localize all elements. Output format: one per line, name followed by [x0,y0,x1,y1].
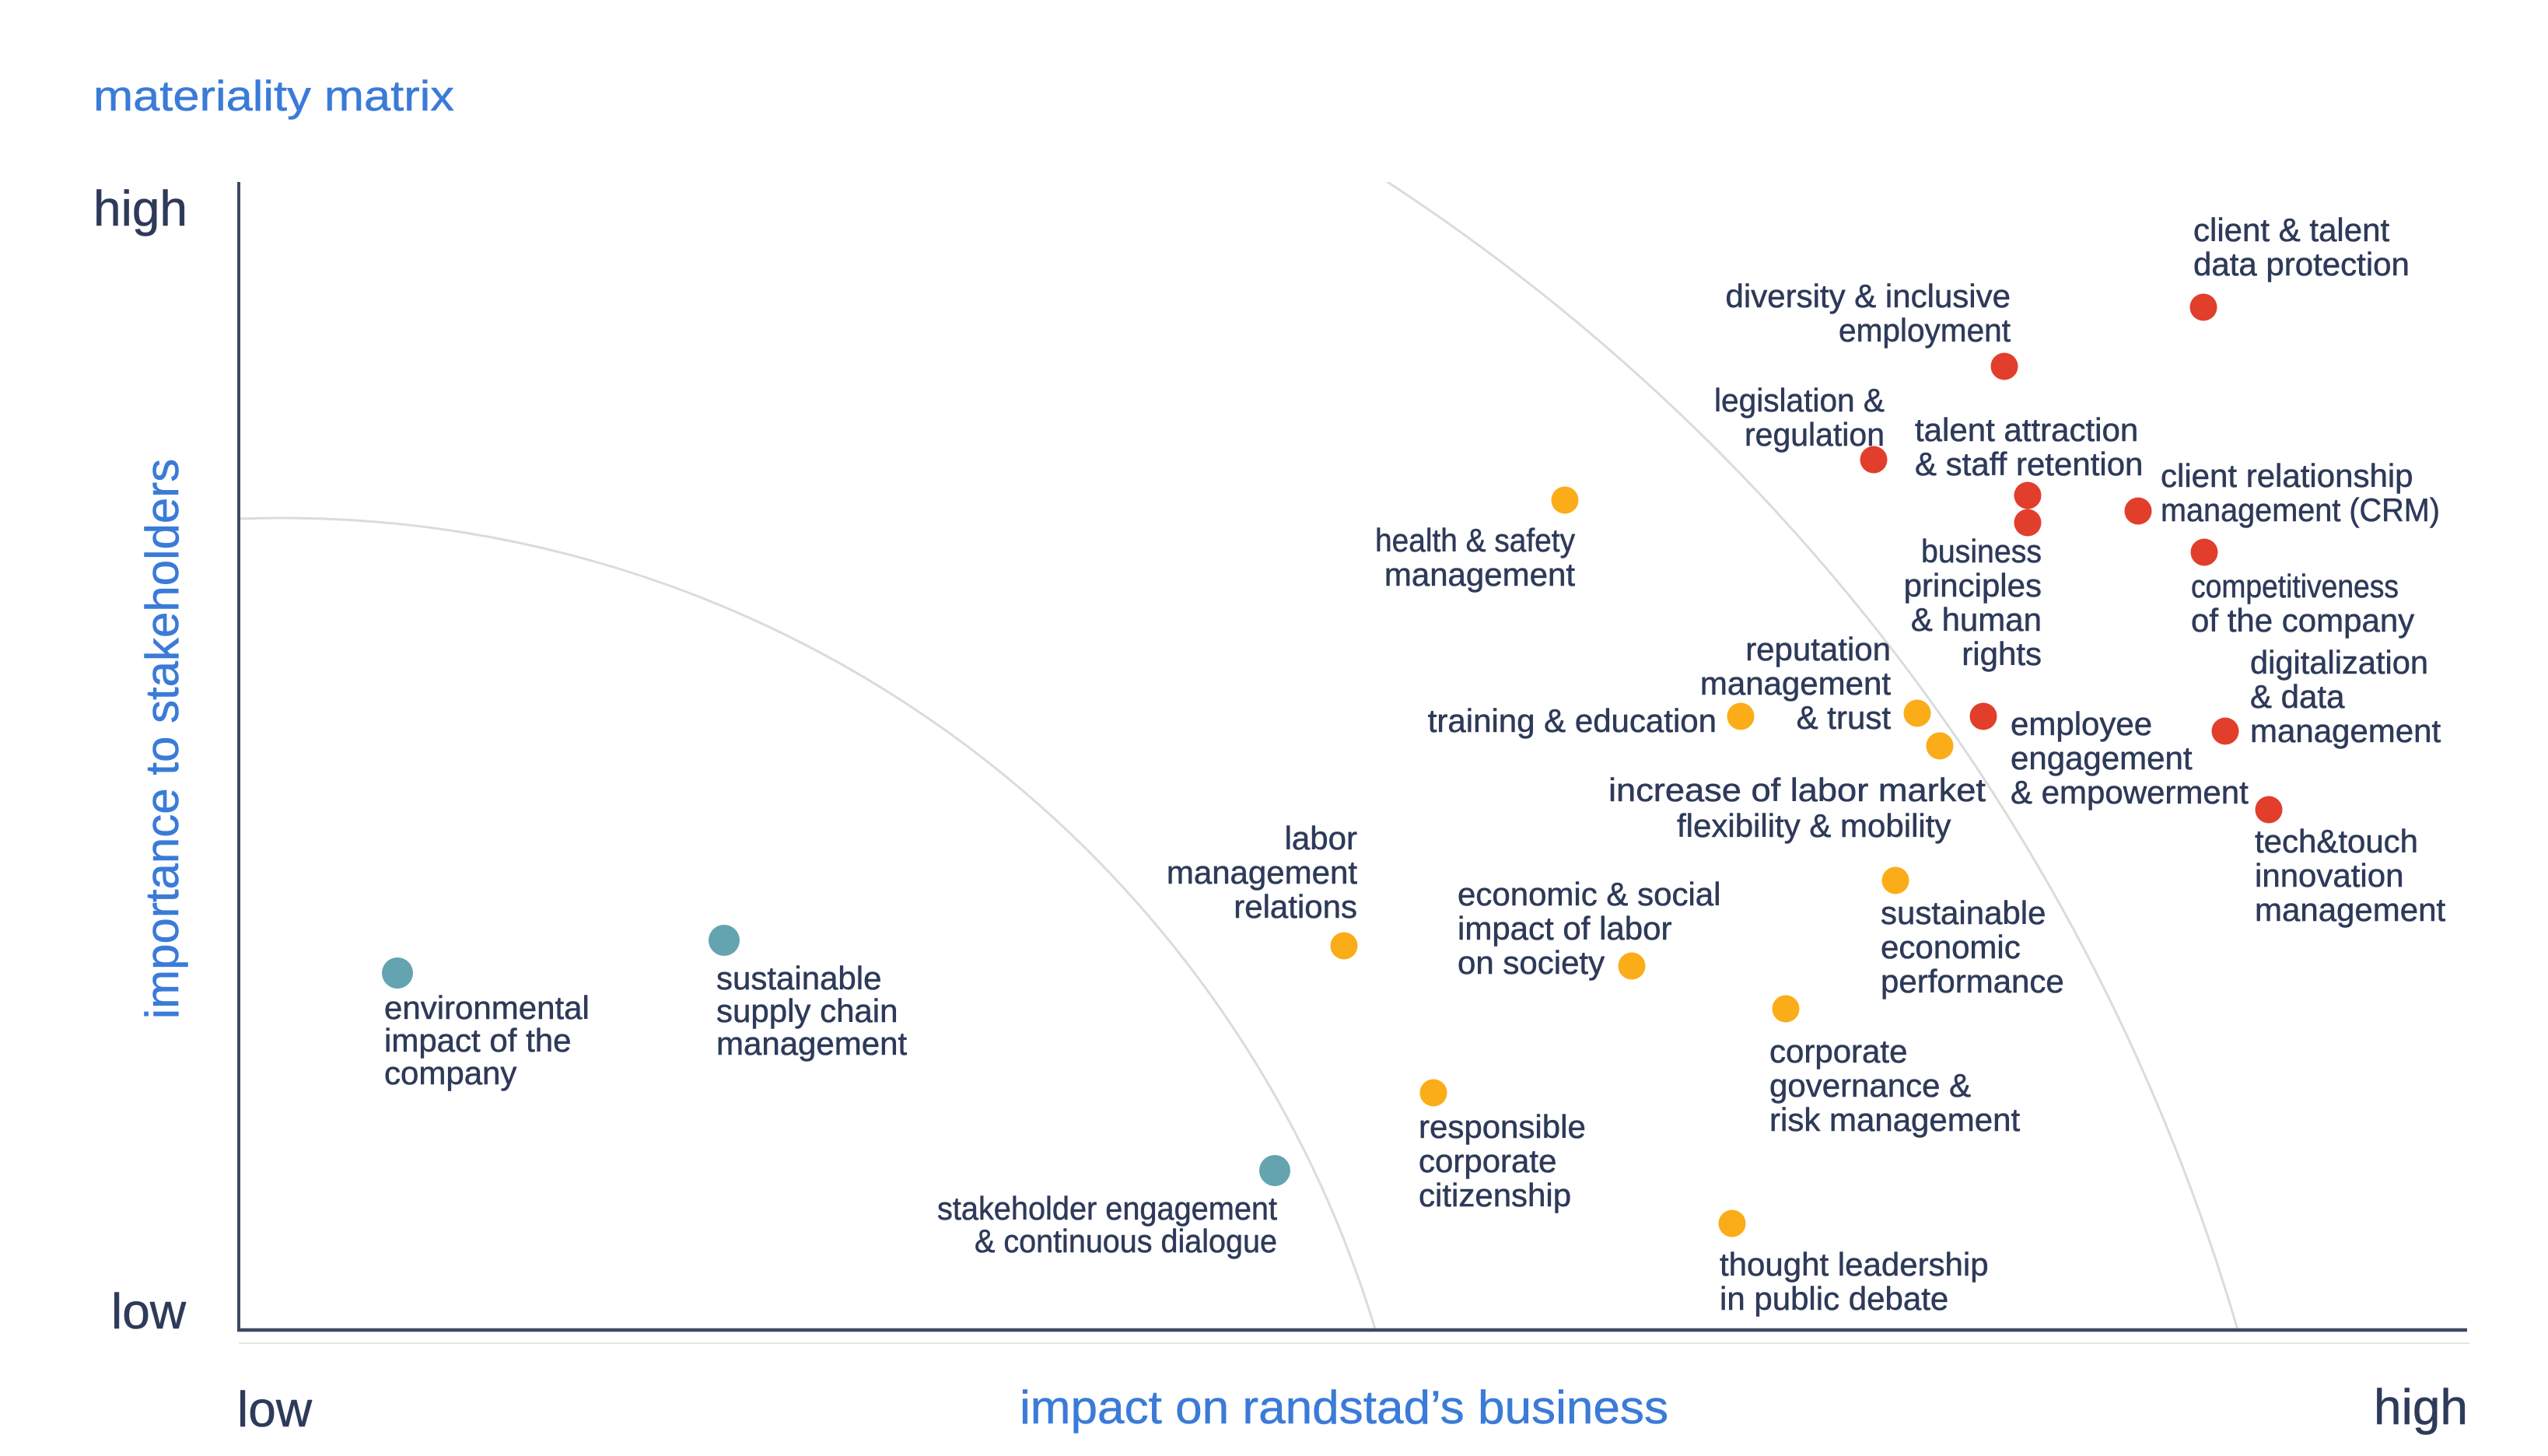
svg-text:corporate: corporate [1419,1143,1556,1179]
svg-text:economic: economic [1881,929,2021,965]
svg-text:low: low [111,1283,187,1339]
svg-text:rights: rights [1962,635,2042,672]
svg-text:reputation: reputation [1745,631,1891,667]
svg-text:data protection: data protection [2193,246,2410,282]
svg-text:thought leadership: thought leadership [1720,1246,1989,1283]
svg-text:& data: & data [2250,678,2345,715]
svg-text:in public debate: in public debate [1720,1280,1948,1317]
svg-text:& empowerment: & empowerment [2011,774,2249,810]
svg-text:on society: on society [1458,944,1605,981]
svg-text:management: management [1384,556,1575,593]
svg-text:risk management: risk management [1769,1101,2020,1138]
svg-text:management: management [2255,891,2445,928]
svg-text:training & education: training & education [1428,702,1717,739]
svg-text:& staff retention: & staff retention [1915,446,2143,482]
svg-text:management: management [716,1025,907,1062]
svg-text:materiality matrix: materiality matrix [93,72,454,120]
svg-text:low: low [237,1381,313,1437]
svg-text:performance: performance [1881,963,2064,999]
svg-text:supply chain: supply chain [716,992,898,1029]
svg-text:principles: principles [1904,567,2042,604]
svg-text:governance &: governance & [1769,1067,1971,1104]
svg-text:impact on randstad’s business: impact on randstad’s business [1020,1381,1668,1433]
svg-text:management (CRM): management (CRM) [2161,492,2440,528]
svg-text:flexibility & mobility: flexibility & mobility [1677,807,1951,844]
svg-text:innovation: innovation [2255,857,2403,894]
svg-text:high: high [2374,1379,2468,1435]
svg-text:company: company [384,1055,516,1091]
svg-text:impact of the: impact of the [384,1022,571,1059]
svg-text:economic & social: economic & social [1458,876,1720,912]
svg-text:sustainable: sustainable [716,960,881,996]
svg-text:health & safety: health & safety [1375,522,1575,558]
svg-text:stakeholder engagement: stakeholder engagement [937,1190,1277,1227]
svg-text:business: business [1921,533,2042,569]
svg-text:corporate: corporate [1769,1033,1907,1069]
svg-text:management: management [2250,712,2441,749]
svg-text:management: management [1700,665,1891,702]
svg-text:management: management [1167,854,1357,891]
svg-text:competitiveness: competitiveness [2191,568,2399,604]
svg-text:citizenship: citizenship [1419,1177,1571,1213]
svg-text:client & talent: client & talent [2193,212,2389,248]
svg-text:of the company: of the company [2191,602,2414,639]
svg-text:importance to stakeholders: importance to stakeholders [136,459,188,1019]
svg-text:engagement: engagement [2011,740,2193,776]
svg-text:client relationship: client relationship [2161,457,2413,494]
svg-text:employment: employment [1839,312,2011,348]
svg-text:digitalization: digitalization [2250,644,2428,681]
svg-text:labor: labor [1285,820,1357,856]
svg-text:tech&touch: tech&touch [2255,823,2418,859]
svg-text:regulation: regulation [1745,416,1885,453]
svg-text:& continuous dialogue: & continuous dialogue [975,1223,1277,1259]
svg-text:relations: relations [1234,888,1357,925]
svg-text:impact of labor: impact of labor [1458,910,1671,947]
svg-text:& human: & human [1911,601,2042,638]
svg-text:environmental: environmental [384,989,590,1026]
svg-text:& trust: & trust [1797,699,1892,736]
svg-text:high: high [93,180,187,236]
svg-text:legislation &: legislation & [1714,382,1885,418]
svg-text:sustainable: sustainable [1881,894,2046,931]
svg-text:increase of labor market: increase of labor market [1608,772,1986,808]
svg-text:employee: employee [2011,705,2152,742]
svg-text:responsible: responsible [1419,1108,1586,1145]
svg-text:talent attraction: talent attraction [1915,411,2138,448]
svg-text:diversity & inclusive: diversity & inclusive [1726,278,2011,314]
